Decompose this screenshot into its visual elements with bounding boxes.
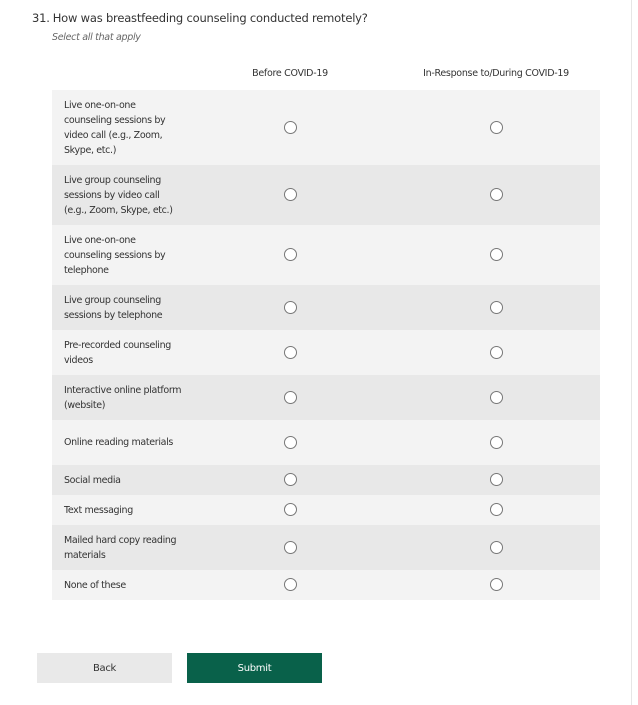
row-label: Pre-recorded counseling videos bbox=[64, 339, 171, 366]
radio-before-covid[interactable] bbox=[284, 503, 297, 516]
submit-button[interactable]: Submit bbox=[187, 653, 322, 683]
matrix-row: Social media bbox=[52, 465, 600, 495]
matrix-row: Text messaging bbox=[52, 495, 600, 525]
radio-during-covid[interactable] bbox=[490, 345, 503, 359]
back-button[interactable]: Back bbox=[37, 653, 172, 683]
row-label: Live group counseling sessions by video … bbox=[64, 174, 173, 216]
radio-during-covid[interactable] bbox=[490, 248, 503, 261]
question-text: How was breastfeeding counseling conduct… bbox=[52, 11, 368, 25]
matrix-row: Mailed hard copy reading materials bbox=[52, 525, 600, 570]
row-label: Live one-on-one counseling sessions by t… bbox=[64, 234, 166, 276]
row-label: Text messaging bbox=[64, 504, 133, 516]
row-label: Mailed hard copy reading materials bbox=[64, 534, 177, 561]
radio-before-covid[interactable] bbox=[284, 473, 297, 486]
radio-during-covid[interactable] bbox=[490, 540, 503, 554]
radio-before-covid[interactable] bbox=[284, 578, 297, 591]
radio-during-covid[interactable] bbox=[490, 300, 503, 314]
radio-during-covid[interactable] bbox=[490, 578, 503, 591]
radio-before-covid[interactable] bbox=[284, 345, 297, 359]
question-number: 31. bbox=[32, 11, 50, 25]
row-label: Online reading materials bbox=[64, 437, 173, 448]
row-label: None of these bbox=[64, 579, 126, 591]
matrix-row: Live group counseling sessions by teleph… bbox=[52, 285, 600, 330]
question-title: 31. How was breastfeeding counseling cond… bbox=[32, 11, 368, 25]
radio-during-covid[interactable] bbox=[490, 188, 503, 201]
column-header-during: In-Response to/During COVID-19 bbox=[423, 68, 569, 79]
radio-before-covid[interactable] bbox=[284, 540, 297, 554]
matrix-row: Online reading materials bbox=[52, 420, 600, 465]
matrix-row: Live group counseling sessions by video … bbox=[52, 165, 600, 225]
row-label: Live one-on-one counseling sessions by v… bbox=[64, 99, 166, 156]
radio-before-covid[interactable] bbox=[284, 390, 297, 404]
row-label: Live group counseling sessions by teleph… bbox=[64, 294, 163, 321]
radio-before-covid[interactable] bbox=[284, 300, 297, 314]
radio-before-covid[interactable] bbox=[284, 435, 297, 449]
matrix-grid: Live one-on-one counseling sessions by v… bbox=[52, 90, 600, 600]
column-header-before: Before COVID-19 bbox=[252, 68, 328, 79]
scroll-edge-divider bbox=[631, 0, 632, 705]
matrix-row: None of these bbox=[52, 570, 600, 600]
radio-during-covid[interactable] bbox=[490, 473, 503, 486]
radio-before-covid[interactable] bbox=[284, 248, 297, 261]
question-instruction: Select all that apply bbox=[52, 32, 141, 43]
radio-during-covid[interactable] bbox=[490, 435, 503, 449]
row-label: Social media bbox=[64, 474, 121, 486]
radio-during-covid[interactable] bbox=[490, 503, 503, 516]
matrix-row: Live one-on-one counseling sessions by t… bbox=[52, 225, 600, 285]
radio-before-covid[interactable] bbox=[284, 120, 297, 134]
radio-during-covid[interactable] bbox=[490, 390, 503, 404]
radio-during-covid[interactable] bbox=[490, 120, 503, 134]
radio-before-covid[interactable] bbox=[284, 188, 297, 201]
row-label: Interactive online platform (website) bbox=[64, 384, 182, 411]
matrix-row: Pre-recorded counseling videos bbox=[52, 330, 600, 375]
matrix-row: Interactive online platform (website) bbox=[52, 375, 600, 420]
matrix-row: Live one-on-one counseling sessions by v… bbox=[52, 90, 600, 165]
